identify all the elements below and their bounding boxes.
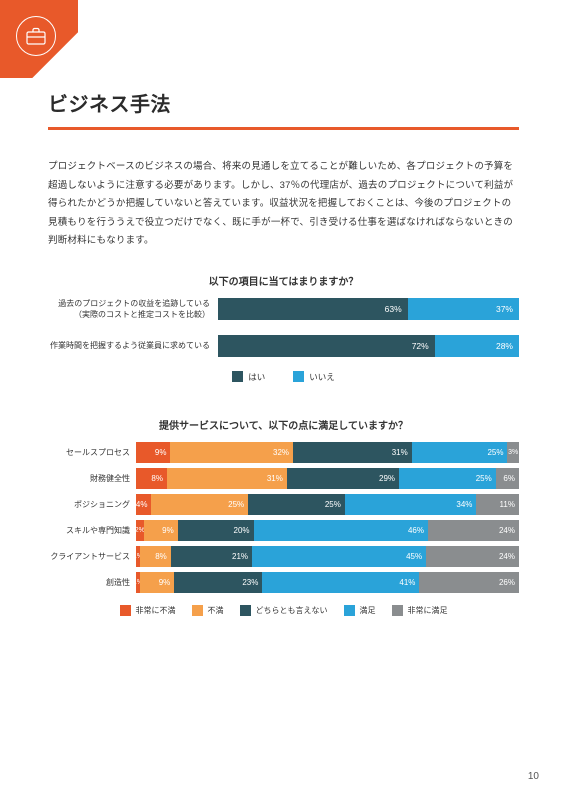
chart2-row-label: スキルや専門知識 bbox=[48, 525, 136, 536]
segment-s4: 45% bbox=[252, 546, 426, 567]
chart-satisfaction: 提供サービスについて、以下の点に満足していますか？ セールスプロセス9%32%3… bbox=[48, 417, 519, 616]
chart2-bar: 1%9%23%41%26% bbox=[136, 572, 519, 593]
segment-s2: 9% bbox=[140, 572, 174, 593]
segment-s2: 31% bbox=[167, 468, 287, 489]
segment-s2: 25% bbox=[151, 494, 248, 515]
chart2-bar: 4%25%25%34%11% bbox=[136, 494, 519, 515]
chart2-bar: 8%31%29%25%6% bbox=[136, 468, 519, 489]
segment-s1: 9% bbox=[136, 442, 170, 463]
chart2-row: クライアントサービス1%8%21%45%24% bbox=[48, 546, 519, 567]
segment-no: 37% bbox=[408, 298, 519, 320]
chart1-bar: 72%28% bbox=[218, 335, 519, 357]
legend-no-label: いいえ bbox=[309, 371, 335, 383]
chart2-row: 財務健全性8%31%29%25%6% bbox=[48, 468, 519, 489]
legend-label-s2: 不満 bbox=[208, 605, 224, 616]
chart2-row: スキルや専門知識2%9%20%46%24% bbox=[48, 520, 519, 541]
segment-s1: 8% bbox=[136, 468, 167, 489]
segment-s4: 25% bbox=[399, 468, 496, 489]
chart2-row-label: クライアントサービス bbox=[48, 551, 136, 562]
legend-item-s2: 不満 bbox=[192, 605, 224, 616]
swatch-s4 bbox=[344, 605, 355, 616]
chart2-row-label: ポジショニング bbox=[48, 499, 136, 510]
legend-item-s4: 満足 bbox=[344, 605, 376, 616]
corner-accent bbox=[0, 0, 78, 78]
segment-yes: 72% bbox=[218, 335, 435, 357]
segment-yes: 63% bbox=[218, 298, 408, 320]
chart1-row: 過去のプロジェクトの収益を追跡している（実際のコストと推定コストを比較）63%3… bbox=[48, 298, 519, 321]
legend-yes-label: はい bbox=[248, 371, 265, 383]
segment-s5: 24% bbox=[428, 520, 519, 541]
segment-s5: 24% bbox=[426, 546, 519, 567]
chart2-row: 創造性1%9%23%41%26% bbox=[48, 572, 519, 593]
chart2-row-label: 財務健全性 bbox=[48, 473, 136, 484]
swatch-s5 bbox=[392, 605, 403, 616]
legend-item-s3: どちらとも言えない bbox=[240, 605, 328, 616]
chart1-row-label: 過去のプロジェクトの収益を追跡している（実際のコストと推定コストを比較） bbox=[48, 298, 218, 321]
segment-s3: 21% bbox=[171, 546, 252, 567]
segment-s3: 25% bbox=[248, 494, 345, 515]
segment-s2: 9% bbox=[144, 520, 178, 541]
chart-yes-no: 以下の項目に当てはまりますか？ 過去のプロジェクトの収益を追跡している（実際のコ… bbox=[48, 273, 519, 383]
chart2-bar: 2%9%20%46%24% bbox=[136, 520, 519, 541]
chart1-row: 作業時間を把握するよう従業員に求めている72%28% bbox=[48, 335, 519, 357]
chart2-row: ポジショニング4%25%25%34%11% bbox=[48, 494, 519, 515]
chart2-row-label: セールスプロセス bbox=[48, 447, 136, 458]
chart2-bar: 9%32%31%25%3% bbox=[136, 442, 519, 463]
chart2-legend: 非常に不満 不満 どちらとも言えない 満足 非常に満足 bbox=[48, 605, 519, 616]
chart2-row-label: 創造性 bbox=[48, 577, 136, 588]
page-number: 10 bbox=[528, 771, 539, 782]
legend-item-s5: 非常に満足 bbox=[392, 605, 448, 616]
legend-label-s1: 非常に不満 bbox=[136, 605, 176, 616]
swatch-yes bbox=[232, 371, 243, 382]
chart1-legend: はい いいえ bbox=[48, 371, 519, 383]
segment-s1: 4% bbox=[136, 494, 151, 515]
title-rule bbox=[48, 127, 519, 130]
segment-no: 28% bbox=[435, 335, 519, 357]
segment-s3: 23% bbox=[174, 572, 262, 593]
segment-s3: 20% bbox=[178, 520, 254, 541]
chart2-title: 提供サービスについて、以下の点に満足していますか？ bbox=[48, 417, 519, 432]
segment-s1: 2% bbox=[136, 520, 144, 541]
briefcase-icon bbox=[16, 16, 56, 56]
intro-paragraph: プロジェクトベースのビジネスの場合、将来の見通しを立てることが難しいため、各プロ… bbox=[48, 158, 519, 251]
segment-s5: 26% bbox=[419, 572, 519, 593]
segment-s4: 25% bbox=[412, 442, 508, 463]
swatch-s1 bbox=[120, 605, 131, 616]
segment-s4: 34% bbox=[345, 494, 477, 515]
swatch-no bbox=[293, 371, 304, 382]
segment-s4: 41% bbox=[262, 572, 419, 593]
legend-label-s3: どちらとも言えない bbox=[256, 605, 328, 616]
segment-s5: 3% bbox=[507, 442, 518, 463]
chart1-row-label: 作業時間を把握するよう従業員に求めている bbox=[48, 340, 218, 352]
swatch-s3 bbox=[240, 605, 251, 616]
legend-label-s4: 満足 bbox=[360, 605, 376, 616]
segment-s4: 46% bbox=[254, 520, 428, 541]
chart1-title: 以下の項目に当てはまりますか？ bbox=[48, 273, 519, 288]
legend-item-s1: 非常に不満 bbox=[120, 605, 176, 616]
chart1-bar: 63%37% bbox=[218, 298, 519, 320]
legend-label-s5: 非常に満足 bbox=[408, 605, 448, 616]
swatch-s2 bbox=[192, 605, 203, 616]
page-title: ビジネス手法 bbox=[48, 88, 519, 117]
chart2-row: セールスプロセス9%32%31%25%3% bbox=[48, 442, 519, 463]
segment-s2: 32% bbox=[170, 442, 293, 463]
segment-s2: 8% bbox=[140, 546, 171, 567]
chart2-bar: 1%8%21%45%24% bbox=[136, 546, 519, 567]
segment-s3: 29% bbox=[287, 468, 399, 489]
segment-s5: 11% bbox=[476, 494, 519, 515]
segment-s3: 31% bbox=[293, 442, 412, 463]
segment-s5: 6% bbox=[496, 468, 519, 489]
